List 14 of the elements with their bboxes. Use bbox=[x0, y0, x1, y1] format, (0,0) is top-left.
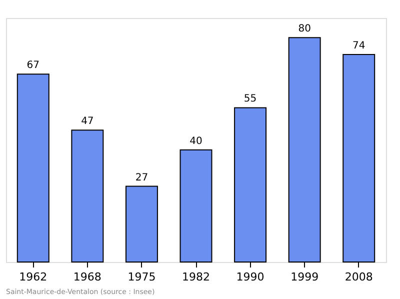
data-label: 74 bbox=[352, 40, 366, 52]
x-tick-label: 1990 bbox=[236, 270, 264, 284]
data-label: 47 bbox=[81, 116, 94, 128]
data-label: 55 bbox=[244, 94, 257, 105]
x-tick-label: 1968 bbox=[73, 270, 102, 284]
x-tick-label: 2008 bbox=[344, 270, 373, 284]
data-label: 80 bbox=[298, 24, 311, 35]
data-label: 67 bbox=[26, 60, 40, 72]
data-label: 40 bbox=[190, 136, 202, 147]
x-tick-label: 1962 bbox=[19, 270, 48, 284]
x-tick-label: 1975 bbox=[128, 270, 156, 284]
x-tick-label: 1982 bbox=[182, 270, 210, 284]
data-label: 27 bbox=[135, 172, 148, 184]
x-tick-label: 1999 bbox=[290, 270, 319, 284]
